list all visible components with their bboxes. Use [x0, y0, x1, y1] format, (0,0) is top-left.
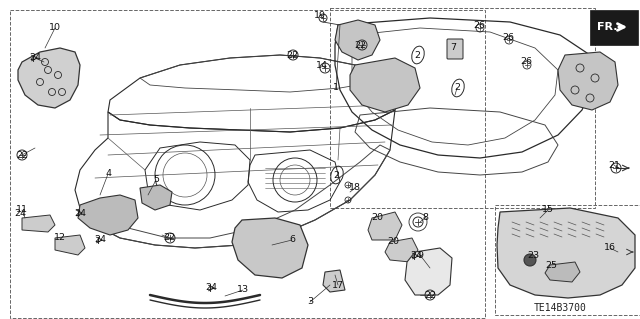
Text: 6: 6	[289, 235, 295, 244]
Text: 9: 9	[417, 250, 423, 259]
Polygon shape	[55, 235, 85, 255]
Text: 4: 4	[105, 169, 111, 179]
Text: 11: 11	[16, 205, 28, 214]
Text: 15: 15	[542, 205, 554, 214]
Text: 22: 22	[16, 151, 28, 160]
Text: 23: 23	[527, 250, 539, 259]
Bar	[495, 205, 640, 315]
Polygon shape	[22, 215, 55, 232]
Text: 26: 26	[502, 33, 514, 42]
Text: 2: 2	[454, 84, 460, 93]
Text: 13: 13	[237, 286, 249, 294]
Polygon shape	[232, 218, 308, 278]
Text: 26: 26	[473, 20, 485, 29]
Text: 20: 20	[387, 238, 399, 247]
Text: 19: 19	[314, 11, 326, 19]
Text: 10: 10	[49, 24, 61, 33]
Text: 25: 25	[545, 261, 557, 270]
Text: 24: 24	[29, 54, 41, 63]
Text: TE14B3700: TE14B3700	[534, 303, 586, 313]
Polygon shape	[405, 248, 452, 295]
Text: 1: 1	[333, 84, 339, 93]
Text: 24: 24	[94, 235, 106, 244]
Polygon shape	[78, 195, 138, 235]
Polygon shape	[18, 48, 80, 108]
Text: 20: 20	[371, 213, 383, 222]
Text: 22: 22	[163, 234, 175, 242]
Text: 7: 7	[450, 42, 456, 51]
Text: 16: 16	[604, 243, 616, 253]
Bar	[10, 10, 485, 318]
Polygon shape	[385, 238, 418, 262]
Text: 18: 18	[349, 183, 361, 192]
Text: 22: 22	[286, 50, 298, 60]
Text: 24: 24	[74, 209, 86, 218]
Text: 21: 21	[608, 160, 620, 169]
Text: 22: 22	[354, 41, 366, 49]
Polygon shape	[323, 270, 345, 292]
FancyBboxPatch shape	[447, 39, 463, 59]
Text: 5: 5	[153, 175, 159, 184]
Text: 3: 3	[307, 298, 313, 307]
Text: 17: 17	[332, 280, 344, 290]
Text: 12: 12	[54, 234, 66, 242]
Circle shape	[524, 254, 536, 266]
Polygon shape	[558, 52, 618, 110]
Text: 24: 24	[14, 209, 26, 218]
Text: 24: 24	[410, 251, 422, 261]
Text: 2: 2	[333, 170, 339, 180]
Text: FR.: FR.	[596, 22, 617, 32]
Polygon shape	[368, 212, 402, 240]
Text: 24: 24	[205, 284, 217, 293]
Text: 8: 8	[422, 213, 428, 222]
Bar	[590, 10, 638, 45]
Polygon shape	[335, 20, 380, 60]
Polygon shape	[350, 58, 420, 112]
Text: 22: 22	[424, 291, 436, 300]
Text: 14: 14	[316, 61, 328, 70]
Polygon shape	[545, 262, 580, 282]
Polygon shape	[497, 208, 635, 298]
Text: 26: 26	[520, 57, 532, 66]
Polygon shape	[140, 185, 172, 210]
Bar	[330, 8, 595, 208]
Text: 2: 2	[414, 50, 420, 60]
